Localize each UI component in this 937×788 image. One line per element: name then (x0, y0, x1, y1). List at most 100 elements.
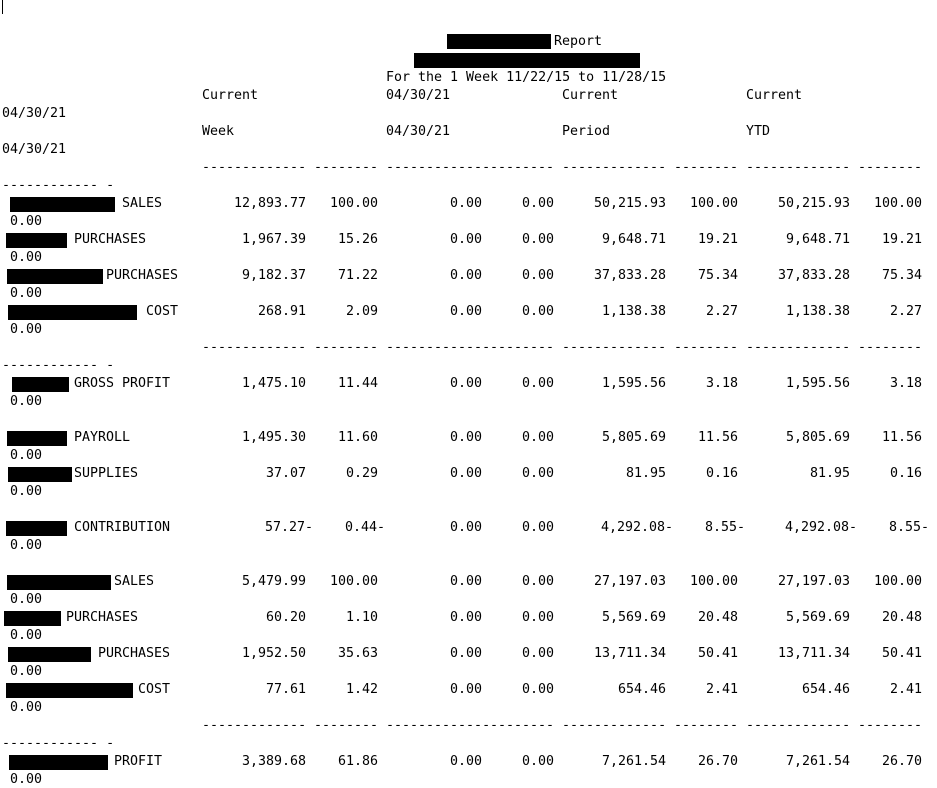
row-value-ytd: 7,261.54 (785, 754, 850, 769)
row-value-cw: 1,475.10 (241, 376, 306, 391)
row-wrap-value: 0.00 (10, 664, 43, 679)
row-wrap-value: 0.00 (10, 592, 43, 607)
row-value-cwp: 71.22 (337, 268, 378, 283)
row-label: PURCHASES (74, 232, 147, 247)
row-value-ytdp: 26.70 (881, 754, 922, 769)
redacted-row-prefix (4, 611, 61, 626)
separator-dashes: -------- (674, 718, 739, 733)
row-value-ytd: 13,711.34 (777, 646, 850, 661)
row-value-pyp: 0.00 (521, 520, 554, 535)
row-value-cwp: 35.63 (337, 646, 378, 661)
redacted-row-prefix (6, 521, 67, 536)
row-value-per: 654.46 (617, 682, 666, 697)
row-value-pyp: 0.00 (521, 682, 554, 697)
row-value-ytd: 4,292.08- (784, 520, 857, 535)
separator-dashes: ------------- (386, 718, 491, 733)
row-value-cw: 1,967.39 (241, 232, 306, 247)
column-header-wrap-1: 04/30/21 (2, 106, 67, 121)
row-label: PURCHASES (98, 646, 171, 661)
row-value-per: 37,833.28 (593, 268, 666, 283)
separator-dashes: ------------- (746, 718, 851, 733)
row-value-cwp: 1.42 (345, 682, 378, 697)
row-value-py: 0.00 (449, 574, 482, 589)
separator-dashes: ------------- (386, 160, 491, 175)
text-cursor (2, 0, 3, 14)
separator-dashes: ------------- (746, 160, 851, 175)
separator-dashes: -------- (314, 340, 379, 355)
row-value-ytd: 654.46 (801, 682, 850, 697)
redacted-company-name (447, 34, 551, 49)
row-label: SALES (122, 196, 163, 211)
row-value-ytd: 1,138.38 (785, 304, 850, 319)
row-value-per: 27,197.03 (593, 574, 666, 589)
separator-dashes: ------------- (562, 718, 667, 733)
row-value-cwp: 1.10 (345, 610, 378, 625)
separator-dashes: -------- (314, 718, 379, 733)
separator-dashes: -------- (674, 160, 739, 175)
row-value-pyp: 0.00 (521, 196, 554, 211)
column-header-current-week-1: Current (202, 88, 259, 103)
separator-dashes: -------- (858, 340, 923, 355)
row-value-perp: 20.48 (697, 610, 738, 625)
row-value-pyp: 0.00 (521, 610, 554, 625)
row-wrap-value: 0.00 (10, 322, 43, 337)
row-value-py: 0.00 (449, 304, 482, 319)
row-value-ytdp: 3.18 (889, 376, 922, 391)
row-value-py: 0.00 (449, 232, 482, 247)
row-value-py: 0.00 (449, 466, 482, 481)
row-value-py: 0.00 (449, 610, 482, 625)
row-value-py: 0.00 (449, 682, 482, 697)
row-value-ytdp: 2.41 (889, 682, 922, 697)
row-value-py: 0.00 (449, 430, 482, 445)
row-value-cw: 37.07 (265, 466, 306, 481)
row-value-perp: 0.16 (705, 466, 738, 481)
row-value-cw: 9,182.37 (241, 268, 306, 283)
row-value-cwp: 100.00 (329, 196, 378, 211)
row-value-cwp: 61.86 (337, 754, 378, 769)
row-value-cw: 60.20 (265, 610, 306, 625)
row-value-py: 0.00 (449, 520, 482, 535)
row-value-ytd: 5,569.69 (785, 610, 850, 625)
row-value-perp: 50.41 (697, 646, 738, 661)
row-value-ytdp: 100.00 (873, 196, 922, 211)
row-label: CONTRIBUTION (74, 520, 171, 535)
row-wrap-value: 0.00 (10, 448, 43, 463)
row-value-cwp: 0.44- (344, 520, 385, 535)
row-value-cwp: 100.00 (329, 574, 378, 589)
redacted-row-prefix (10, 197, 115, 212)
row-value-perp: 8.55- (704, 520, 745, 535)
row-value-ytdp: 11.56 (881, 430, 922, 445)
row-value-ytd: 27,197.03 (777, 574, 850, 589)
row-value-cw: 5,479.99 (241, 574, 306, 589)
row-value-ytdp: 2.27 (889, 304, 922, 319)
row-label: PAYROLL (74, 430, 131, 445)
column-header-current-ytd-1: Current (746, 88, 803, 103)
row-wrap-value: 0.00 (10, 538, 43, 553)
row-value-cw: 1,495.30 (241, 430, 306, 445)
row-wrap-value: 0.00 (10, 700, 43, 715)
separator-dashes: ------------- (746, 340, 851, 355)
column-header-current-ytd-2: YTD (746, 124, 771, 139)
row-value-per: 5,569.69 (601, 610, 666, 625)
row-label: SALES (114, 574, 155, 589)
row-value-ytdp: 0.16 (889, 466, 922, 481)
row-wrap-value: 0.00 (10, 394, 43, 409)
row-value-pyp: 0.00 (521, 304, 554, 319)
row-value-ytdp: 100.00 (873, 574, 922, 589)
row-value-perp: 11.56 (697, 430, 738, 445)
separator-dashes: ------------- (202, 340, 307, 355)
row-value-per: 1,138.38 (601, 304, 666, 319)
column-header-current-period-1: Current (562, 88, 619, 103)
row-value-ytd: 81.95 (809, 466, 850, 481)
row-value-cwp: 0.29 (345, 466, 378, 481)
row-value-perp: 2.41 (705, 682, 738, 697)
row-value-pyp: 0.00 (521, 754, 554, 769)
separator-dashes: ------------- (562, 160, 667, 175)
row-value-perp: 19.21 (697, 232, 738, 247)
row-value-py: 0.00 (449, 376, 482, 391)
row-value-cw: 268.91 (257, 304, 306, 319)
row-value-per: 50,215.93 (593, 196, 666, 211)
row-value-cw: 3,389.68 (241, 754, 306, 769)
report-period-line: For the 1 Week 11/22/15 to 11/28/15 (386, 70, 667, 85)
row-value-pyp: 0.00 (521, 466, 554, 481)
